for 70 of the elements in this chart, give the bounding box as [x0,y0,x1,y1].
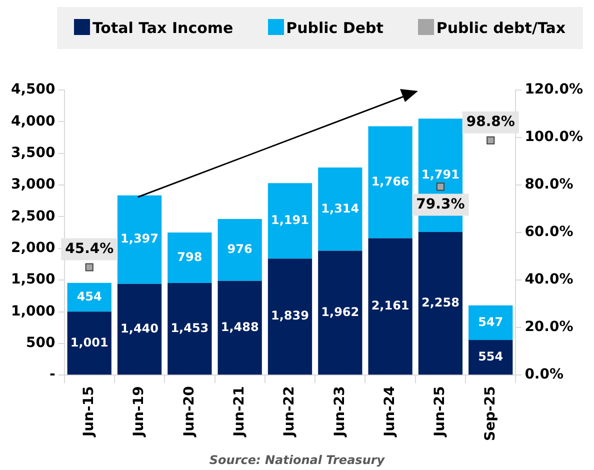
y2-tick-label: 20.0% [524,319,574,336]
point [486,136,495,144]
bar [318,168,362,251]
data-label: 1,839 [271,308,309,323]
bar [67,312,112,375]
bar [117,195,162,284]
data-label: 1,397 [120,232,158,246]
bar [117,284,162,375]
y-tick-label: 1,500 [10,272,56,288]
y-tick-label: 2,500 [10,208,56,224]
data-label: 2,161 [371,298,410,313]
x-tick-label: Jun-22 [282,386,298,438]
data-label: 1,791 [421,167,460,182]
y2-tick-label: 40.0% [524,272,574,288]
y2-tick-label: 120.0% [524,82,583,98]
x-tick-label: Jun-23 [332,386,348,438]
bar [268,183,312,259]
bar [368,126,412,238]
bar [418,232,463,375]
bar [218,218,262,281]
data-label: 1,488 [220,320,259,334]
data-label: 2,258 [421,295,460,310]
bar [218,280,262,375]
point [436,182,444,191]
x-tick-label: Sep-25 [482,386,498,442]
data-label: 45.4% [65,240,114,257]
data-label: 454 [76,289,102,304]
bar [468,305,513,340]
source-note: Source: National Treasury [209,453,386,468]
y-tick-label: 1,000 [10,303,56,320]
x-tick-label: Jun-24 [382,386,398,438]
data-label: 98.8% [466,114,515,130]
y2-tick-label: 80.0% [524,176,574,193]
data-label: 1,001 [70,335,108,350]
x-tick-label: Jun-21 [231,386,248,438]
legend-label: Public debt/Tax [435,19,566,37]
y-tick-label: 3,500 [10,145,56,161]
point [85,263,94,272]
data-label: 1,191 [271,212,309,227]
y-tick-label: 500 [26,335,56,352]
data-label: 1,766 [371,174,410,188]
y-tick-label: 3,000 [10,176,56,193]
y-tick-label: - [49,366,56,383]
data-label: 1,440 [120,321,158,336]
data-label: 976 [227,242,252,256]
y-tick-label: 2,000 [10,240,56,256]
bar [468,340,513,375]
data-label: 79.3% [416,196,465,212]
bar [268,258,312,375]
y-tick-label: 4,500 [10,82,56,98]
bar [168,283,212,375]
y2-tick-label: 0.0% [524,366,564,383]
data-label: 1,314 [321,201,360,216]
y2-tick-label: 60.0% [524,224,574,240]
bar [368,238,412,375]
y-tick-label: 4,000 [10,113,56,130]
data-label: 798 [177,250,202,264]
legend-label: Public Debt [285,19,384,37]
data-label: 547 [478,314,504,329]
x-tick-label: Jun-19 [131,386,148,438]
x-tick-label: Jun-25 [432,386,448,438]
y2-tick-label: 100.0% [524,129,583,146]
x-tick-label: Jun-20 [181,386,198,438]
legend-label: Total Tax Income [91,19,234,37]
data-label: 1,453 [170,320,209,335]
data-label: 1,962 [321,304,360,319]
bar [318,250,362,375]
bar [168,232,212,284]
x-tick-label: Jun-15 [81,386,97,438]
data-label: 554 [478,349,504,364]
